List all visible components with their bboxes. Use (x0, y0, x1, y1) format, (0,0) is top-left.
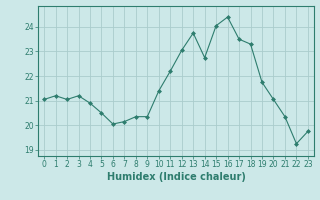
X-axis label: Humidex (Indice chaleur): Humidex (Indice chaleur) (107, 172, 245, 182)
